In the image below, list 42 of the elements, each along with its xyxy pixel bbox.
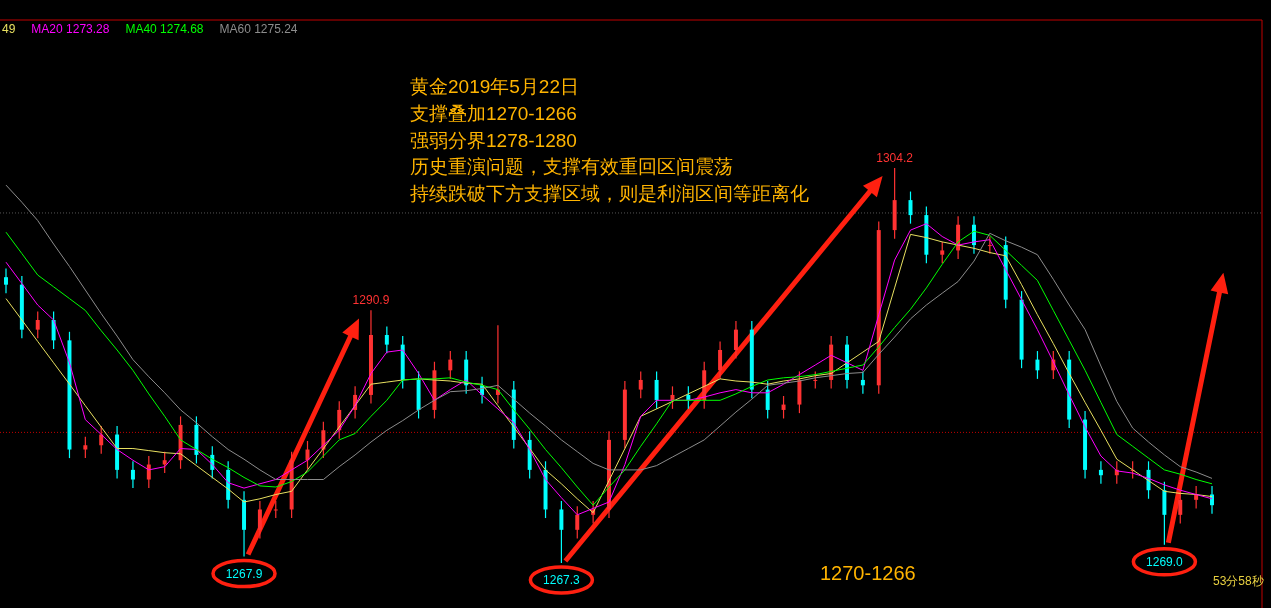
candlestick: [654, 370, 659, 410]
candlestick: [686, 385, 691, 410]
text: MA40 1274.68: [125, 22, 204, 36]
candlestick: [4, 268, 8, 294]
text: 支撑叠加1270-1266: [410, 103, 577, 124]
text: 49: [2, 22, 16, 36]
candlestick: [559, 500, 564, 564]
text: 53分58秒: [1213, 574, 1264, 588]
candlestick: [448, 350, 453, 380]
candlestick: [35, 310, 40, 339]
chart-title: 黄金2019年5月22日: [410, 76, 579, 97]
candlestick: [384, 325, 389, 354]
candlestick: [1178, 490, 1183, 524]
candlestick: [638, 370, 643, 399]
candlestick: [162, 451, 167, 474]
annotation: 1267.9: [225, 566, 263, 581]
candlestick: [765, 380, 770, 420]
candlestick: [146, 455, 151, 489]
candlestick: [940, 241, 945, 264]
text: MA20 1273.28: [31, 22, 110, 36]
text: MA60 1275.24: [219, 22, 298, 36]
candlestick: [670, 385, 675, 410]
candlestick: [130, 460, 135, 489]
candlestick: [575, 505, 580, 539]
annotation: 1270-1266: [820, 562, 916, 584]
candlestick: [83, 436, 88, 459]
candlestick: [257, 500, 262, 539]
annotation: 1290.9: [352, 293, 390, 308]
text: 强弱分界1278-1280: [410, 130, 577, 151]
candlestick: [860, 370, 865, 395]
candlestick: [1194, 485, 1199, 510]
annotation: 历史重演问题，支撑有效重回区间震荡: [410, 156, 733, 177]
candlestick: [1035, 350, 1040, 380]
annotation: 1304.2: [876, 151, 914, 165]
annotation: 1269.0: [1146, 554, 1184, 569]
annotation: 持续跌破下方支撑区域，则是利润区间等距离化: [410, 183, 809, 204]
candlestick: [1210, 485, 1214, 515]
candlestick: [733, 320, 738, 360]
candlestick: [781, 395, 786, 420]
annotation: 1267.3: [543, 573, 581, 587]
candlestick: [1098, 460, 1103, 485]
candlestick: [718, 340, 723, 380]
